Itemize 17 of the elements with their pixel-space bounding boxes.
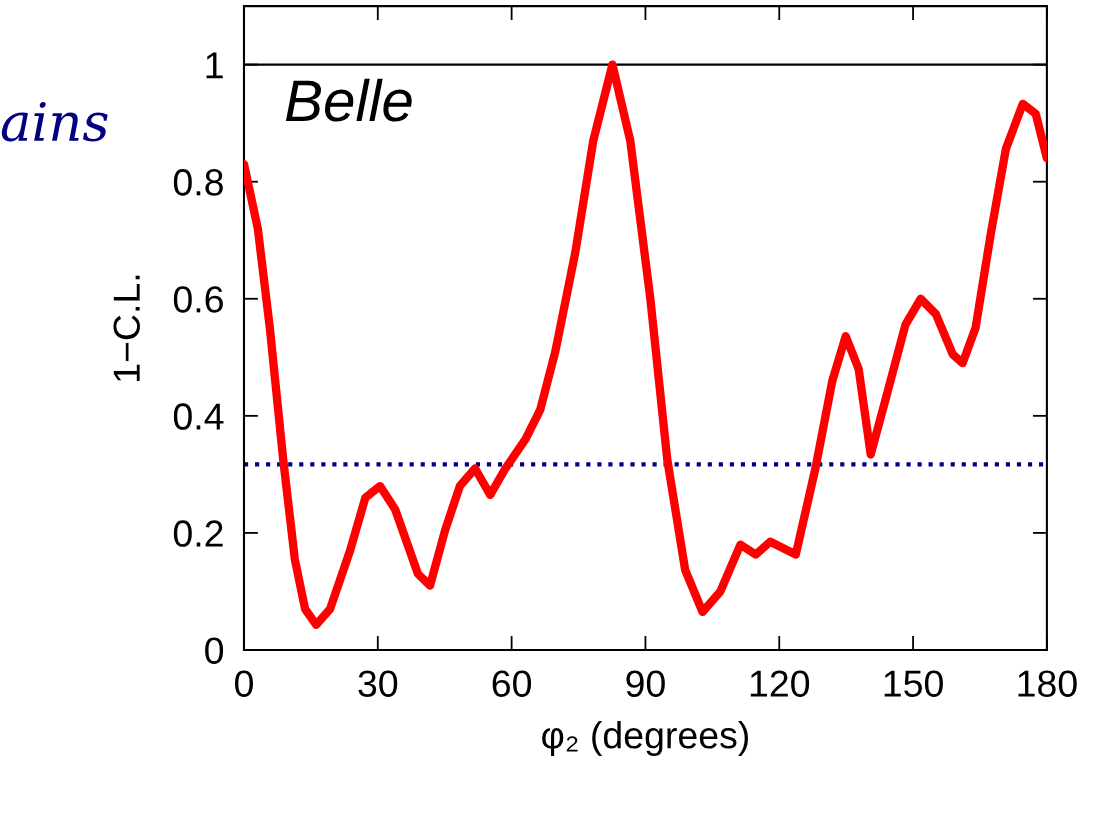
y-tick-label: 0.8 — [173, 169, 223, 196]
x-tick-label: 60 — [492, 670, 532, 697]
x-axis-title: φ₂ (degrees) — [542, 721, 749, 756]
x-tick-label: 90 — [626, 670, 665, 697]
x-tick-label: 0 — [235, 670, 253, 697]
y-tick-label: 0.2 — [173, 520, 223, 547]
x-tick-label: 120 — [750, 670, 810, 697]
y-axis-title: 1−C.L. — [113, 275, 140, 381]
x-tick-label: 150 — [884, 670, 943, 697]
annotation: Belle — [285, 78, 412, 122]
x-tick-label: 180 — [1018, 670, 1077, 697]
y-tick-label: 1 — [206, 52, 223, 79]
text: ains — [1, 101, 108, 142]
y-tick-label: 0.6 — [173, 286, 223, 313]
y-tick-label: 0.4 — [173, 403, 224, 430]
x-tick-label: 30 — [358, 670, 398, 697]
y-tick-label: 0 — [205, 637, 224, 664]
